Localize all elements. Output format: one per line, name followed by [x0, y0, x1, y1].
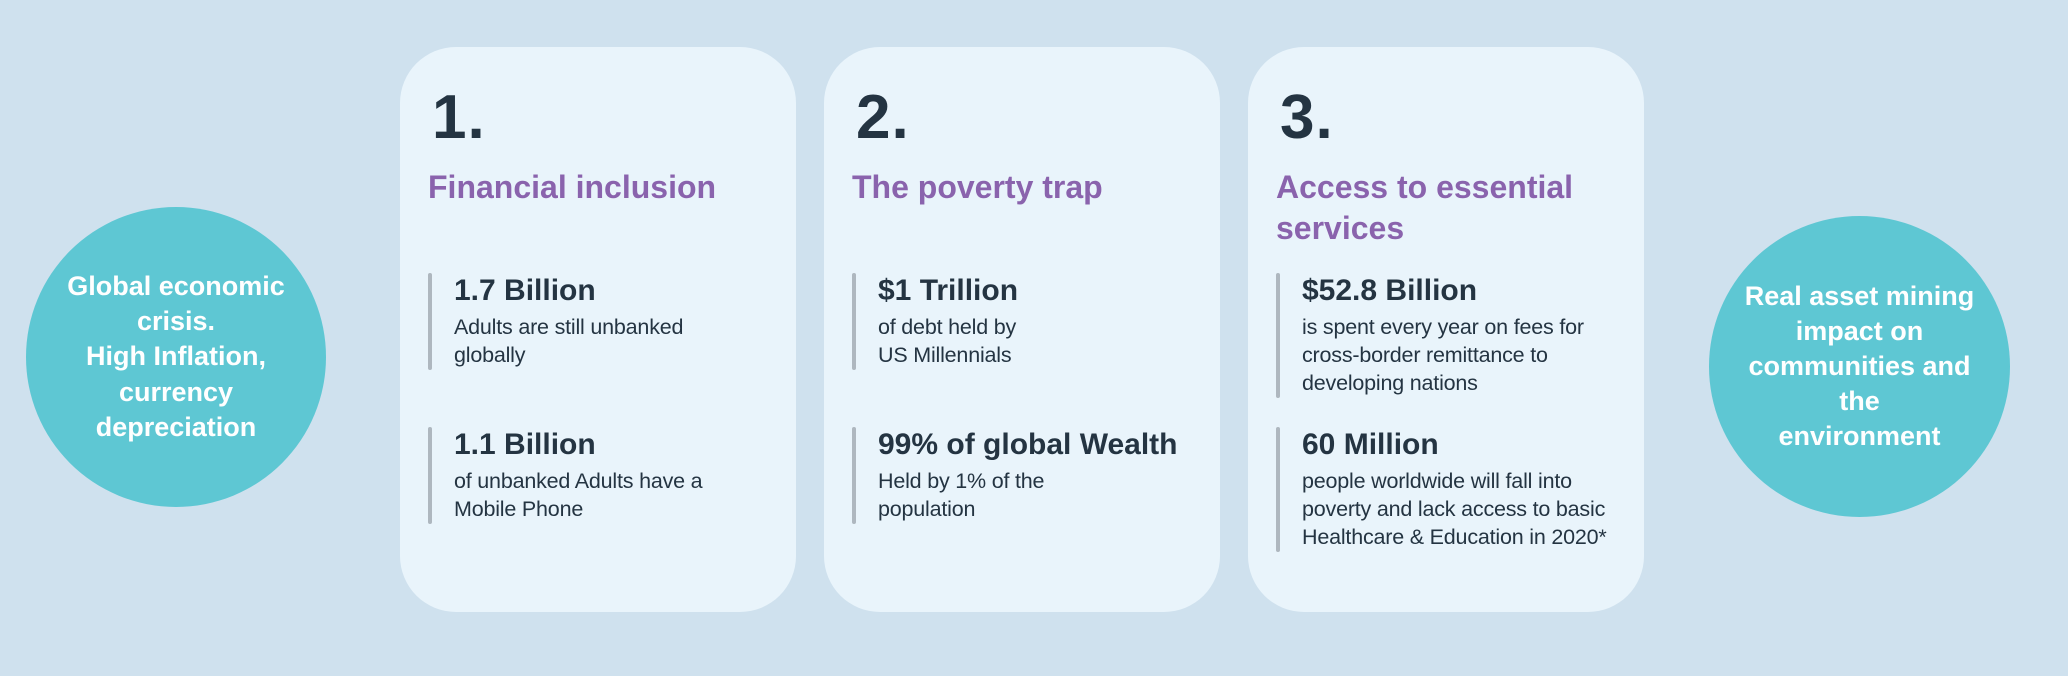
stat-body: 60 Million people worldwide will fall in…: [1302, 427, 1607, 552]
stat-accent-bar: [428, 427, 432, 524]
stat-value: 1.7 Billion: [454, 274, 596, 307]
card-2-title: The poverty trap: [852, 169, 1103, 205]
stat-description: Adults are still unbanked globally: [454, 315, 684, 367]
stat-description: is spent every year on fees for cross-bo…: [1302, 315, 1584, 395]
stat-body: $1 Trillion of debt held by US Millennia…: [878, 273, 1018, 370]
stat-description: Held by 1% of the population: [878, 469, 1045, 521]
card-poverty-trap: 2. The poverty trap $1 Trillion of debt …: [824, 47, 1220, 612]
stat-body: $52.8 Billion is spent every year on fee…: [1302, 273, 1584, 398]
stat-body: 1.1 Billion of unbanked Adults have a Mo…: [454, 427, 703, 524]
left-bubble-text: Global economic crisis. High Inflation, …: [67, 271, 285, 442]
stat-value: $1 Trillion: [878, 274, 1019, 307]
stat-accent-bar: [428, 273, 432, 370]
stat-description: of debt held by US Millennials: [878, 315, 1017, 367]
card-2-stat-2: 99% of global Wealth Held by 1% of the p…: [852, 427, 1212, 524]
stat-description: of unbanked Adults have a Mobile Phone: [454, 469, 703, 521]
card-financial-inclusion: 1. Financial inclusion 1.7 Billion Adult…: [400, 47, 796, 612]
card-1-stat-1: 1.7 Billion Adults are still unbanked gl…: [428, 273, 788, 370]
stat-accent-bar: [852, 273, 856, 370]
stat-value: $52.8 Billion: [1302, 274, 1478, 307]
card-3-stat-1: $52.8 Billion is spent every year on fee…: [1276, 273, 1636, 398]
stat-accent-bar: [1276, 273, 1280, 398]
card-2-number: 2.: [856, 83, 910, 152]
right-bubble-text: Real asset mining impact on communities …: [1744, 280, 1975, 452]
stat-value: 60 Million: [1302, 428, 1439, 461]
right-challenge-bubble: Real asset mining impact on communities …: [1709, 216, 2010, 517]
stat-value: 99% of global Wealth: [878, 428, 1178, 461]
stat-accent-bar: [1276, 427, 1280, 552]
stat-body: 1.7 Billion Adults are still unbanked gl…: [454, 273, 683, 370]
left-challenge-bubble: Global economic crisis. High Inflation, …: [26, 207, 326, 507]
stat-body: 99% of global Wealth Held by 1% of the p…: [878, 427, 1178, 524]
card-1-number: 1.: [432, 83, 486, 152]
card-1-title: Financial inclusion: [428, 169, 717, 205]
card-access-essential-services: 3. Access to essential services $52.8 Bi…: [1248, 47, 1644, 612]
stat-description: people worldwide will fall into poverty …: [1302, 469, 1607, 549]
stat-value: 1.1 Billion: [454, 428, 596, 461]
card-3-title: Access to essential services: [1276, 169, 1574, 246]
card-3-number: 3.: [1280, 83, 1334, 152]
card-2-stat-1: $1 Trillion of debt held by US Millennia…: [852, 273, 1212, 370]
card-1-stat-2: 1.1 Billion of unbanked Adults have a Mo…: [428, 427, 788, 524]
card-3-stat-2: 60 Million people worldwide will fall in…: [1276, 427, 1636, 552]
stat-accent-bar: [852, 427, 856, 524]
